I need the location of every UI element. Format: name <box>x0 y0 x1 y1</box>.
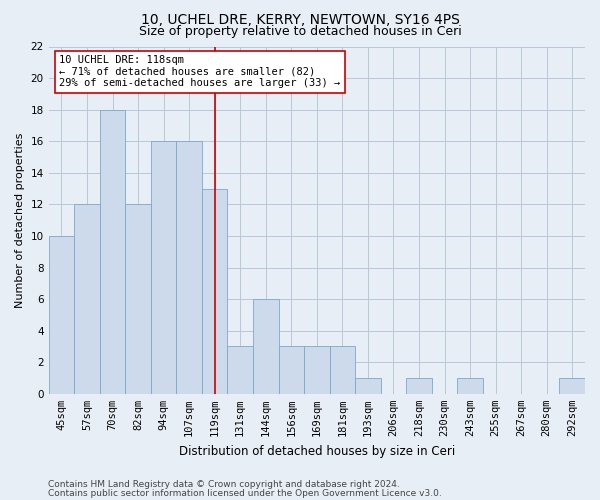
Bar <box>74 204 100 394</box>
Bar <box>457 378 483 394</box>
Text: Contains HM Land Registry data © Crown copyright and database right 2024.: Contains HM Land Registry data © Crown c… <box>48 480 400 489</box>
Bar <box>100 110 125 394</box>
Text: Size of property relative to detached houses in Ceri: Size of property relative to detached ho… <box>139 25 461 38</box>
Bar <box>49 236 74 394</box>
Text: Contains public sector information licensed under the Open Government Licence v3: Contains public sector information licen… <box>48 488 442 498</box>
Bar <box>278 346 304 394</box>
X-axis label: Distribution of detached houses by size in Ceri: Distribution of detached houses by size … <box>179 444 455 458</box>
Bar <box>227 346 253 394</box>
Bar <box>406 378 432 394</box>
Bar <box>202 188 227 394</box>
Text: 10 UCHEL DRE: 118sqm
← 71% of detached houses are smaller (82)
29% of semi-detac: 10 UCHEL DRE: 118sqm ← 71% of detached h… <box>59 55 341 88</box>
Bar <box>151 141 176 394</box>
Y-axis label: Number of detached properties: Number of detached properties <box>15 132 25 308</box>
Bar <box>559 378 585 394</box>
Bar <box>125 204 151 394</box>
Bar <box>176 141 202 394</box>
Bar <box>253 299 278 394</box>
Text: 10, UCHEL DRE, KERRY, NEWTOWN, SY16 4PS: 10, UCHEL DRE, KERRY, NEWTOWN, SY16 4PS <box>140 12 460 26</box>
Bar <box>355 378 380 394</box>
Bar <box>329 346 355 394</box>
Bar <box>304 346 329 394</box>
